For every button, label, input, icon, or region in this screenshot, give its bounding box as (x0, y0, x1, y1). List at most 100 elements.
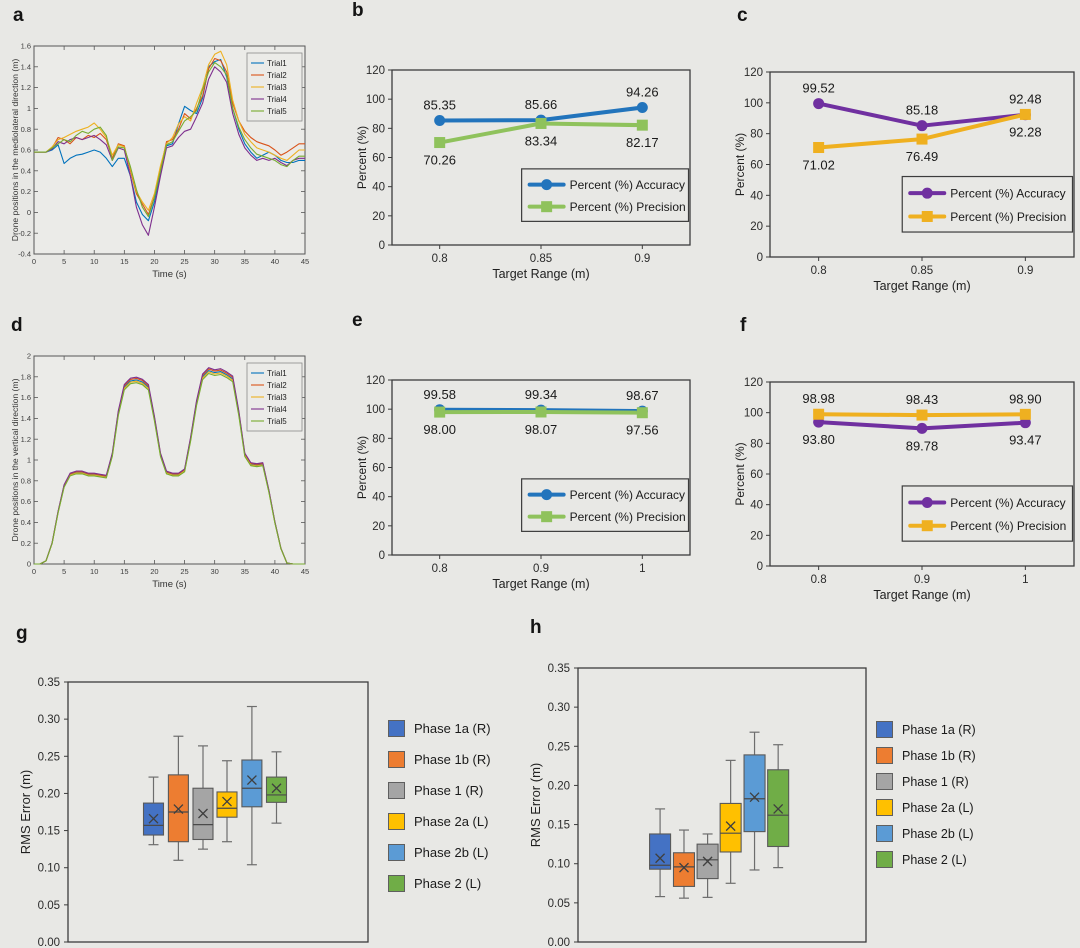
svg-text:94.26: 94.26 (626, 85, 659, 100)
legend-label: Phase 1b (R) (902, 748, 976, 763)
svg-text:45: 45 (301, 567, 309, 576)
svg-text:100: 100 (366, 404, 385, 416)
svg-text:Trial5: Trial5 (267, 107, 287, 116)
svg-text:0.30: 0.30 (548, 702, 570, 714)
legend-item: Phase 2b (L) (876, 825, 976, 842)
svg-text:85.66: 85.66 (525, 97, 558, 112)
svg-text:100: 100 (744, 98, 763, 110)
svg-text:0.2: 0.2 (21, 187, 31, 196)
svg-text:Percent (%) Precision: Percent (%) Precision (570, 510, 686, 524)
svg-text:0.85: 0.85 (911, 265, 933, 277)
boxplot-legend-g: Phase 1a (R) Phase 1b (R) Phase 1 (R) Phase… (388, 720, 491, 892)
legend-label: Phase 2b (L) (902, 826, 974, 841)
svg-text:35: 35 (241, 257, 249, 266)
svg-text:0.30: 0.30 (38, 714, 60, 726)
svg-text:93.80: 93.80 (802, 432, 835, 447)
svg-text:120: 120 (744, 67, 763, 79)
svg-text:20: 20 (150, 567, 158, 576)
svg-text:10: 10 (90, 257, 98, 266)
svg-text:89.78: 89.78 (906, 438, 939, 453)
svg-text:1.2: 1.2 (21, 83, 31, 92)
svg-text:0.05: 0.05 (38, 900, 60, 912)
svg-text:99.34: 99.34 (525, 387, 558, 402)
svg-text:-0.4: -0.4 (18, 250, 31, 259)
svg-text:40: 40 (271, 257, 279, 266)
svg-text:98.00: 98.00 (423, 422, 456, 437)
svg-text:120: 120 (744, 377, 763, 389)
svg-text:25: 25 (180, 567, 188, 576)
svg-text:25: 25 (180, 257, 188, 266)
legend-color-swatch (388, 782, 405, 799)
svg-text:15: 15 (120, 257, 128, 266)
svg-text:15: 15 (120, 567, 128, 576)
svg-text:20: 20 (372, 211, 385, 223)
legend-color-swatch (876, 799, 893, 816)
svg-text:92.48: 92.48 (1009, 91, 1042, 106)
svg-text:85.35: 85.35 (423, 98, 456, 113)
svg-text:0.8: 0.8 (21, 476, 31, 485)
legend-item: Phase 1a (R) (876, 721, 976, 738)
svg-text:1: 1 (27, 456, 31, 465)
boxplot-legend-h: Phase 1a (R) Phase 1b (R) Phase 1 (R) Phase… (876, 721, 976, 868)
legend-color-swatch (876, 747, 893, 764)
legend-item: Phase 1a (R) (388, 720, 491, 737)
svg-text:5: 5 (62, 567, 66, 576)
svg-text:0.9: 0.9 (1017, 265, 1033, 277)
panel-b-label: b (352, 0, 364, 21)
svg-text:Trial3: Trial3 (267, 83, 287, 92)
svg-text:1.8: 1.8 (21, 372, 31, 381)
svg-text:Drone positions in the vertica: Drone positions in the vertical directio… (10, 378, 20, 541)
legend-item: Phase 2 (L) (876, 851, 976, 868)
legend-label: Phase 1b (R) (414, 752, 491, 767)
svg-text:60: 60 (750, 160, 763, 172)
svg-text:97.56: 97.56 (626, 423, 659, 438)
legend-color-swatch (388, 813, 405, 830)
svg-text:30: 30 (210, 257, 218, 266)
svg-text:98.43: 98.43 (906, 392, 939, 407)
svg-text:0.20: 0.20 (548, 780, 570, 792)
svg-text:0: 0 (379, 240, 385, 252)
svg-text:85.18: 85.18 (906, 103, 939, 118)
svg-text:40: 40 (372, 182, 385, 194)
svg-text:1: 1 (27, 104, 31, 113)
svg-text:40: 40 (372, 492, 385, 504)
svg-text:0: 0 (27, 208, 31, 217)
panel-g-label: g (16, 623, 28, 644)
legend-label: Phase 1 (R) (414, 783, 484, 798)
svg-text:20: 20 (750, 221, 763, 233)
drone-mediolateral-position-chart: 0 5 10 15 20 25 30 35 40 45 -0.4 -0.2 0 0.2 0.4 0.6 0.8 1… (10, 42, 309, 280)
svg-text:1.4: 1.4 (21, 62, 31, 71)
legend-item: Phase 2a (L) (876, 799, 976, 816)
svg-text:1.4: 1.4 (21, 414, 31, 423)
rms-error-boxplot-g: 0.00 0.05 0.10 0.15 0.20 0.25 0.30 0.35 RMS Erro… (18, 677, 369, 948)
svg-text:0.8: 0.8 (811, 574, 827, 586)
svg-text:0.9: 0.9 (634, 253, 650, 265)
svg-text:0.00: 0.00 (548, 937, 570, 948)
svg-text:45: 45 (301, 257, 309, 266)
svg-text:71.02: 71.02 (802, 158, 835, 173)
svg-text:1: 1 (1022, 574, 1028, 586)
svg-text:0.6: 0.6 (21, 146, 31, 155)
svg-text:20: 20 (750, 530, 763, 542)
svg-text:Trial5: Trial5 (267, 417, 287, 426)
svg-text:0.9: 0.9 (533, 563, 549, 575)
legend-label: Phase 1a (R) (414, 721, 491, 736)
svg-text:20: 20 (150, 257, 158, 266)
svg-text:35: 35 (241, 567, 249, 576)
svg-text:Percent (%): Percent (%) (355, 436, 369, 499)
svg-text:98.67: 98.67 (626, 388, 659, 403)
svg-text:10: 10 (90, 567, 98, 576)
legend-item: Phase 1b (R) (876, 747, 976, 764)
svg-text:40: 40 (750, 500, 763, 512)
svg-text:1: 1 (639, 563, 645, 575)
svg-text:0.15: 0.15 (38, 826, 60, 838)
svg-text:Trial2: Trial2 (267, 381, 287, 390)
svg-text:0.2: 0.2 (21, 539, 31, 548)
svg-text:1.6: 1.6 (21, 42, 31, 51)
svg-text:80: 80 (750, 129, 763, 141)
svg-text:30: 30 (210, 567, 218, 576)
legend-color-swatch (388, 875, 405, 892)
svg-text:Percent (%) Accuracy: Percent (%) Accuracy (570, 178, 685, 192)
legend-item: Phase 2a (L) (388, 813, 491, 830)
svg-text:2: 2 (27, 352, 31, 361)
